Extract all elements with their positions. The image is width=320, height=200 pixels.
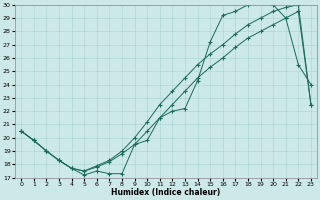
X-axis label: Humidex (Indice chaleur): Humidex (Indice chaleur) — [111, 188, 221, 197]
